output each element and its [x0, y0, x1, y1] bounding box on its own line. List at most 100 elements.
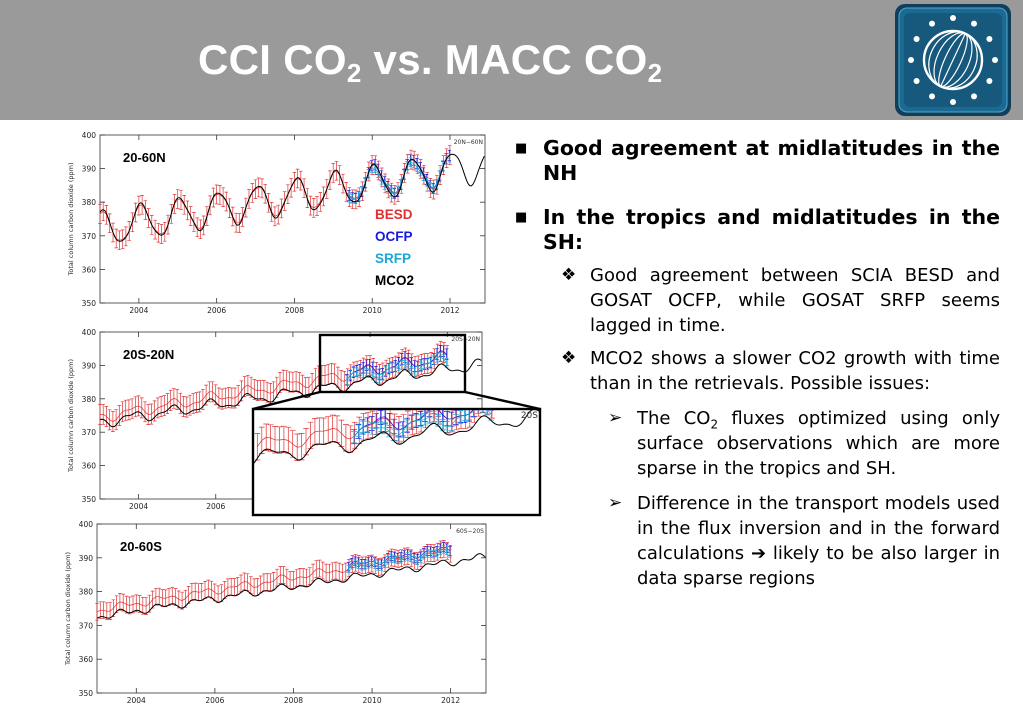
series-line-srfp	[348, 549, 451, 570]
error-bar-besd	[226, 387, 231, 408]
y-axis-label: Total column carbon dioxide (ppm)	[67, 359, 75, 473]
logo-star-icon	[929, 93, 935, 100]
error-bar-besd	[117, 230, 122, 251]
error-bar-besd	[101, 601, 106, 620]
error-bar-srfp	[354, 367, 359, 377]
error-bar-besd	[406, 547, 410, 566]
error-bar-besd	[327, 563, 332, 582]
error-bar-besd	[98, 204, 102, 224]
series-line-mco2	[99, 153, 485, 242]
logo-star-icon	[950, 99, 956, 105]
error-bar-besd	[130, 398, 134, 420]
esa-cci-logo	[895, 4, 1011, 116]
x-tick-label: 2010	[363, 306, 382, 315]
error-bar-srfp	[366, 560, 370, 569]
error-bar-srfp	[351, 431, 357, 444]
legend-item-besd: BESD	[375, 207, 413, 222]
error-bar-srfp	[376, 562, 380, 571]
error-bar-besd	[340, 563, 345, 582]
y-tick-label: 350	[82, 299, 97, 308]
error-bar-srfp	[405, 552, 410, 561]
error-bar-besd	[213, 384, 218, 406]
error-bar-besd	[386, 178, 391, 199]
error-bar-besd	[318, 192, 323, 212]
error-bar-besd	[98, 601, 103, 620]
error-bar-srfp	[359, 562, 364, 571]
y-tick-label: 400	[79, 520, 94, 529]
error-bar-besd	[324, 563, 328, 582]
x-tick-label: 2010	[363, 696, 382, 705]
logo-star-icon	[971, 20, 977, 27]
error-bar-besd	[127, 596, 132, 615]
series-line-ocfp	[348, 546, 451, 567]
inset-frame	[251, 407, 542, 517]
inset-series	[254, 410, 539, 464]
error-bar-srfp	[396, 361, 401, 372]
chart-legend: BESD OCFP SRFP MCO2	[375, 207, 414, 288]
zoom-connector-line	[464, 390, 541, 411]
error-bar-srfp	[428, 549, 433, 558]
error-bar-besd	[255, 380, 260, 401]
sub-sub-bullet-fluxes: ➢ The CO2 fluxes optimized using only sur…	[608, 408, 1001, 479]
error-bar-besd	[149, 403, 154, 425]
error-bar-srfp	[408, 415, 415, 428]
error-bar-besd	[223, 387, 228, 409]
error-bar-besd	[120, 401, 125, 423]
error-bar-besd	[314, 560, 319, 578]
zoom-inset: 20S	[251, 407, 542, 517]
bullet-diamond-icon: ❖	[561, 265, 577, 285]
error-bar-srfp	[475, 410, 481, 414]
logo-star-icon	[950, 15, 956, 21]
error-bar-srfp	[419, 362, 423, 372]
error-bar-besd	[179, 190, 183, 210]
sub-bullet-mco2-growth: ❖ MCO2 shows a slower CO2 growth with tim…	[561, 348, 1000, 394]
error-bar-besd	[207, 381, 212, 403]
error-bar-srfp	[428, 357, 433, 368]
error-bar-besd	[141, 596, 145, 615]
error-bar-srfp	[369, 559, 374, 568]
error-bar-besd	[214, 184, 219, 205]
error-bar-besd	[144, 597, 148, 615]
error-bar-srfp	[386, 363, 391, 373]
error-bar-besd	[435, 174, 439, 195]
logo-star-icon	[913, 36, 920, 42]
series-line-mco2	[99, 358, 482, 428]
x-tick-label: 2006	[207, 306, 226, 315]
x-tick-label: 2004	[129, 502, 148, 511]
error-bar-besd	[108, 602, 112, 620]
x-tick-label: 2008	[284, 696, 303, 705]
error-bar-besd	[278, 566, 283, 584]
error-bar-besd	[198, 219, 203, 240]
error-bar-srfp	[479, 410, 486, 413]
error-bar-srfp	[383, 366, 388, 376]
error-bar-besd	[295, 168, 300, 189]
error-bar-srfp	[399, 425, 406, 438]
logo-star-icon	[971, 93, 977, 100]
error-bar-srfp	[404, 419, 410, 432]
error-bar-besd	[412, 551, 417, 570]
error-bar-besd	[368, 355, 372, 376]
error-bar-srfp	[363, 562, 367, 571]
y-tick-label: 370	[82, 428, 97, 437]
sub-bullet-besd-ocfp: ❖ Good agreement between SCIA BESD and GO…	[561, 265, 1000, 336]
legend-item-mco2: MCO2	[375, 273, 414, 288]
y-tick-label: 370	[79, 621, 94, 630]
error-bar-besd	[438, 341, 443, 362]
error-bar-srfp	[415, 366, 420, 376]
error-bar-besd	[101, 201, 105, 222]
bullet-square-icon: ■	[515, 210, 528, 225]
error-bar-besd	[146, 404, 150, 425]
error-bar-besd	[101, 403, 105, 425]
error-bar-besd	[315, 196, 319, 216]
error-bar-srfp	[461, 410, 468, 422]
error-bar-besd	[258, 379, 263, 401]
error-bar-besd	[389, 182, 394, 203]
error-bar-srfp	[408, 157, 413, 167]
error-bar-srfp	[351, 367, 356, 377]
error-bar-srfp	[421, 413, 428, 426]
error-bar-besd	[220, 388, 224, 410]
error-bar-besd	[252, 379, 257, 401]
error-bar-srfp	[448, 418, 455, 431]
error-bar-besd	[230, 387, 234, 409]
error-bar-besd	[136, 395, 141, 417]
